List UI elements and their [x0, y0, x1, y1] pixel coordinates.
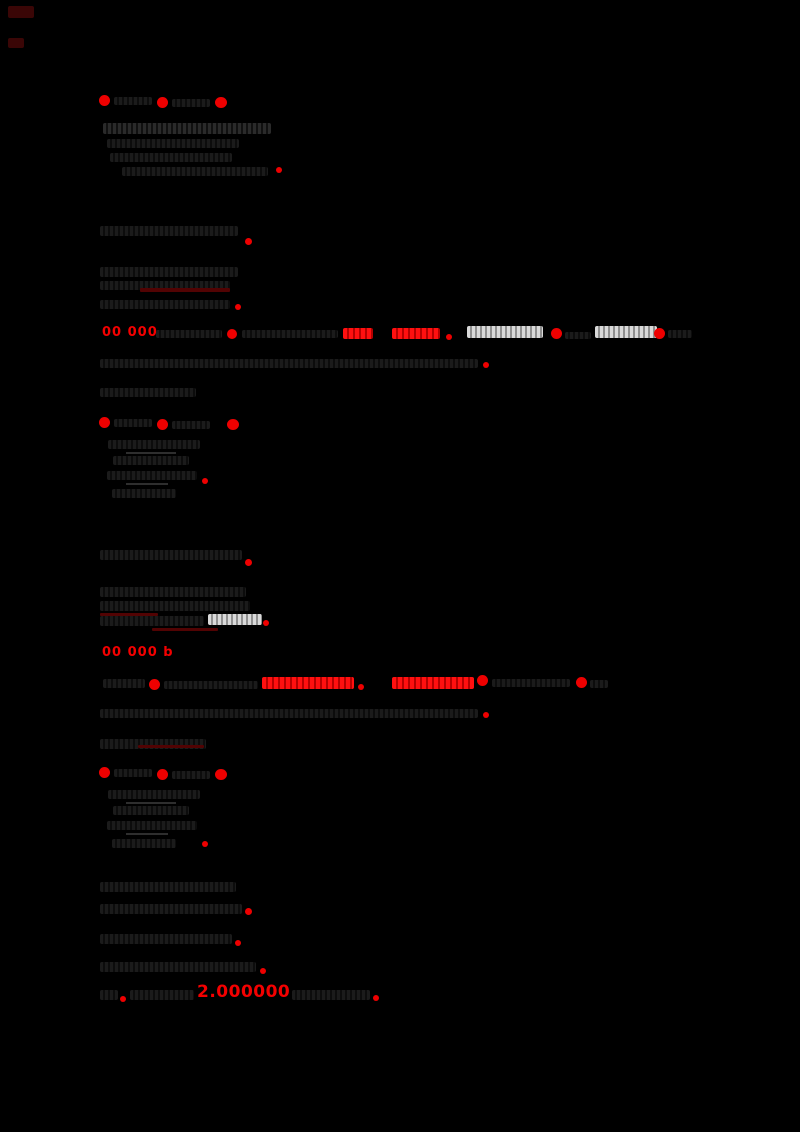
red-dot [235, 940, 241, 946]
text-line [114, 769, 152, 777]
text-line [114, 97, 152, 105]
red-marker [551, 328, 562, 339]
text-line [492, 679, 570, 687]
text-line [100, 904, 242, 914]
text-line [100, 267, 238, 277]
highlight-light [208, 614, 262, 625]
text-line [100, 616, 204, 626]
text-line [100, 962, 256, 972]
red-marker [99, 767, 110, 778]
text-line [156, 330, 222, 338]
red-code: 00 000 b [102, 645, 174, 660]
red-marker [215, 769, 227, 780]
text-line [114, 419, 152, 427]
text-line [107, 139, 239, 148]
text-line [130, 990, 194, 1000]
page-corner-mark [8, 6, 34, 18]
red-dot [120, 996, 126, 1002]
red-dot [358, 684, 364, 690]
text-line [292, 990, 370, 1000]
red-dot [202, 841, 208, 847]
red-marker [157, 97, 168, 108]
text-line [108, 440, 200, 449]
red-dot [235, 304, 241, 310]
red-dot [483, 712, 489, 718]
red-dot [373, 995, 379, 1001]
text-line [110, 153, 232, 162]
text-line [112, 489, 176, 498]
red-dot [202, 478, 208, 484]
text-line [100, 934, 232, 944]
red-marker [227, 329, 237, 339]
text-line [103, 679, 145, 688]
text-line [100, 281, 230, 290]
red-marker [477, 675, 488, 686]
text-line [100, 226, 238, 236]
red-marker [576, 677, 587, 688]
text-line [112, 839, 176, 848]
red-dot [245, 238, 252, 245]
red-marker [149, 679, 160, 690]
text-line [107, 471, 197, 480]
text-line [590, 680, 608, 688]
red-highlight [392, 677, 474, 689]
text-line [172, 99, 210, 107]
strike-mark [138, 745, 204, 748]
red-marker [227, 419, 239, 430]
text-line [100, 990, 118, 1000]
red-marker [157, 419, 168, 430]
text-line [100, 882, 236, 892]
underline-mark [100, 613, 158, 616]
big-number: 2.000000 [197, 982, 291, 1002]
underline-mark [152, 628, 218, 631]
red-marker [157, 769, 168, 780]
text-line [668, 330, 692, 338]
text-line [108, 790, 200, 799]
highlight-light [595, 326, 657, 338]
text-line [113, 456, 189, 465]
red-code: 00 000 [102, 325, 158, 340]
fraction-bar [126, 802, 176, 804]
text-line [100, 709, 478, 718]
red-dot [245, 908, 252, 915]
text-line [100, 300, 230, 309]
text-line [172, 421, 210, 429]
red-highlight [343, 328, 373, 339]
text-line [103, 123, 271, 134]
text-line [100, 550, 242, 560]
text-line [100, 388, 196, 397]
fraction-bar [126, 833, 168, 835]
red-marker [215, 97, 227, 108]
red-marker [99, 95, 110, 106]
text-line [100, 359, 478, 368]
text-line [565, 332, 591, 339]
page-corner-mark [8, 38, 24, 48]
red-dot [263, 620, 269, 626]
red-highlight [262, 677, 354, 689]
red-marker [99, 417, 110, 428]
red-dot [276, 167, 282, 173]
red-highlight [392, 328, 440, 339]
red-dot [245, 559, 252, 566]
fraction-bar [126, 452, 176, 454]
red-dot [446, 334, 452, 340]
red-marker [654, 328, 665, 339]
highlight-light [467, 326, 543, 338]
text-line [122, 167, 268, 176]
text-line [113, 806, 189, 815]
text-line [100, 601, 250, 611]
text-line [164, 681, 258, 689]
underline-mark [140, 288, 230, 292]
text-line [172, 771, 210, 779]
text-line [242, 330, 338, 338]
red-dot [483, 362, 489, 368]
fraction-bar [126, 483, 168, 485]
text-line [100, 739, 206, 749]
red-dot [260, 968, 266, 974]
text-line [107, 821, 197, 830]
text-line [100, 587, 246, 597]
